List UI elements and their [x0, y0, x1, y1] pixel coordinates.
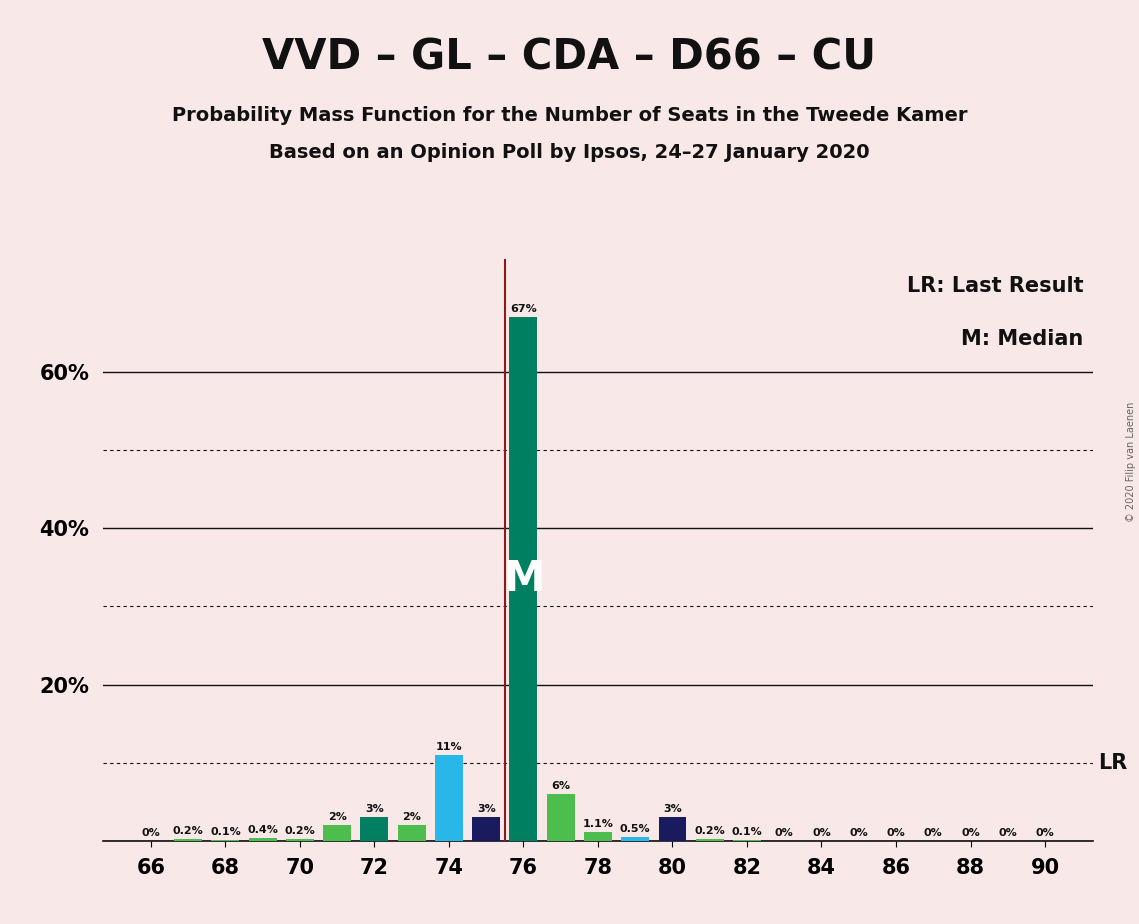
- Bar: [696, 839, 723, 841]
- Bar: [547, 794, 575, 841]
- Text: VVD – GL – CDA – D66 – CU: VVD – GL – CDA – D66 – CU: [262, 37, 877, 79]
- Text: LR: LR: [1098, 753, 1128, 772]
- Bar: [360, 818, 388, 841]
- Text: M: M: [502, 558, 544, 600]
- Text: 0%: 0%: [1035, 828, 1055, 838]
- Bar: [658, 818, 687, 841]
- Text: 0%: 0%: [775, 828, 794, 838]
- Text: 0%: 0%: [850, 828, 868, 838]
- Bar: [398, 825, 426, 841]
- Text: 0%: 0%: [924, 828, 943, 838]
- Bar: [584, 833, 612, 841]
- Text: 11%: 11%: [435, 742, 462, 752]
- Bar: [621, 837, 649, 841]
- Text: © 2020 Filip van Laenen: © 2020 Filip van Laenen: [1126, 402, 1136, 522]
- Text: 3%: 3%: [477, 804, 495, 814]
- Text: 1.1%: 1.1%: [582, 819, 614, 829]
- Text: Based on an Opinion Poll by Ipsos, 24–27 January 2020: Based on an Opinion Poll by Ipsos, 24–27…: [269, 143, 870, 163]
- Text: 6%: 6%: [551, 781, 571, 791]
- Text: 0.5%: 0.5%: [620, 824, 650, 833]
- Text: 2%: 2%: [402, 812, 421, 822]
- Text: 0.2%: 0.2%: [173, 826, 204, 836]
- Text: 0%: 0%: [886, 828, 906, 838]
- Text: Probability Mass Function for the Number of Seats in the Tweede Kamer: Probability Mass Function for the Number…: [172, 106, 967, 126]
- Text: M: Median: M: Median: [961, 329, 1083, 348]
- Text: 0.1%: 0.1%: [210, 827, 240, 837]
- Bar: [248, 838, 277, 841]
- Bar: [435, 755, 462, 841]
- Bar: [174, 839, 202, 841]
- Text: 3%: 3%: [366, 804, 384, 814]
- Text: 0%: 0%: [141, 828, 161, 838]
- Bar: [323, 825, 351, 841]
- Text: 0.4%: 0.4%: [247, 824, 278, 834]
- Text: 0%: 0%: [961, 828, 980, 838]
- Text: 67%: 67%: [510, 304, 536, 314]
- Text: 0.2%: 0.2%: [695, 826, 726, 836]
- Text: LR: Last Result: LR: Last Result: [907, 276, 1083, 297]
- Text: 2%: 2%: [328, 812, 346, 822]
- Text: 3%: 3%: [663, 804, 682, 814]
- Bar: [473, 818, 500, 841]
- Text: 0%: 0%: [999, 828, 1017, 838]
- Bar: [509, 317, 538, 841]
- Bar: [286, 839, 314, 841]
- Text: 0.1%: 0.1%: [731, 827, 762, 837]
- Text: 0.2%: 0.2%: [285, 826, 316, 836]
- Text: 0%: 0%: [812, 828, 830, 838]
